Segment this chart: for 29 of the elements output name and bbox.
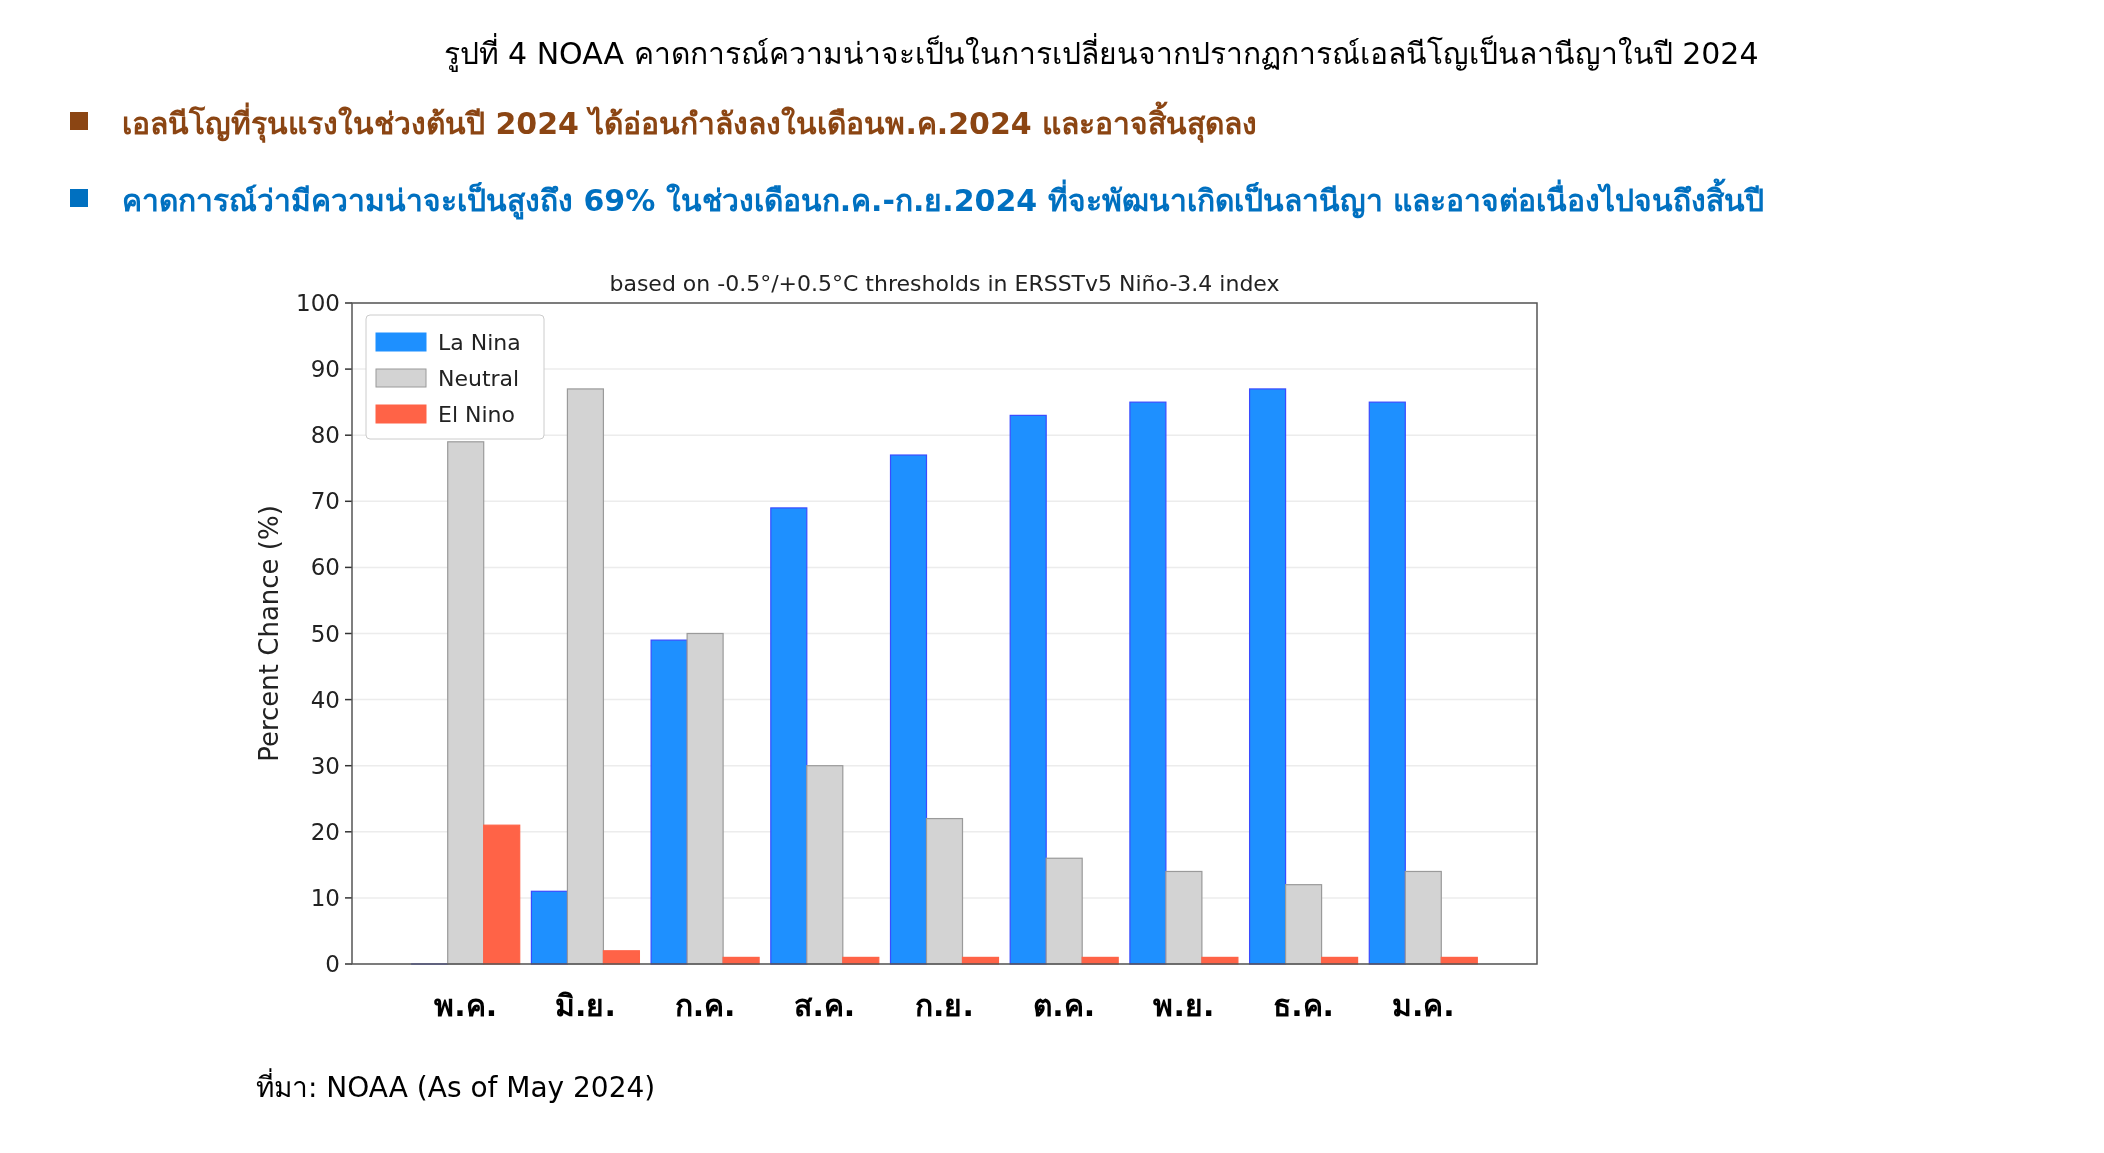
legend-label: La Nina <box>438 330 521 355</box>
x-tick-label: ต.ค. <box>1033 988 1096 1023</box>
y-axis-title: Percent Chance (%) <box>254 505 284 762</box>
y-tick-label: 60 <box>310 554 340 581</box>
y-tick-label: 30 <box>310 752 340 779</box>
y-tick-label: 50 <box>310 620 340 647</box>
legend-label: Neutral <box>438 366 520 391</box>
chart-title: รูปที่ 4 NOAA คาดการณ์ความน่าจะเป็นในการเปลี่ยนจากปรากฏการณ์เอลนีโญเป็นลานีญาในปี 2024 <box>443 33 1759 72</box>
x-tick-label: ส.ค. <box>794 988 856 1023</box>
text: เอลนีโญที่รุนแรงในช่วงต้นปี 2024 ได้อ่อนกำลังลงในเดือนพ.ค.2024 และอาจสิ้นสุดลง <box>122 101 1258 143</box>
x-tick-label: ก.ค. <box>674 988 736 1023</box>
x-tick-label: มิ.ย. <box>555 988 616 1023</box>
y-tick-label: 70 <box>310 488 340 515</box>
x-tick-label: ธ.ค. <box>1273 988 1334 1023</box>
y-tick-label: 100 <box>296 290 340 316</box>
text: ที่มา: NOAA (As of May 2024) <box>256 1068 656 1104</box>
y-tick-label: 90 <box>310 356 340 383</box>
legend-label: El Nino <box>438 402 515 427</box>
y-tick-label: 40 <box>310 686 340 713</box>
chart-subtitle: based on -0.5°/+0.5°C thresholds in ERSSTv5 Niño-3.4 index <box>609 271 1280 296</box>
y-tick-label: 0 <box>325 951 340 977</box>
y-tick-label: 10 <box>310 884 340 911</box>
text: คาดการณ์ว่ามีความน่าจะเป็นสูงถึง 69% ในช่วงเดือนก.ค.-ก.ย.2024 ที่จะพัฒนาเกิดเป็นลานีญา และอาจต่อเนื่องไปจนถึงสิ้นปี <box>122 178 1765 220</box>
y-tick-label: 20 <box>310 818 340 845</box>
x-tick-label: ม.ค. <box>1391 988 1455 1023</box>
x-tick-label: พ.ย. <box>1153 988 1215 1023</box>
x-tick-label: ก.ย. <box>915 988 974 1023</box>
y-tick-label: 80 <box>310 422 340 449</box>
x-tick-label: พ.ค. <box>434 988 498 1023</box>
